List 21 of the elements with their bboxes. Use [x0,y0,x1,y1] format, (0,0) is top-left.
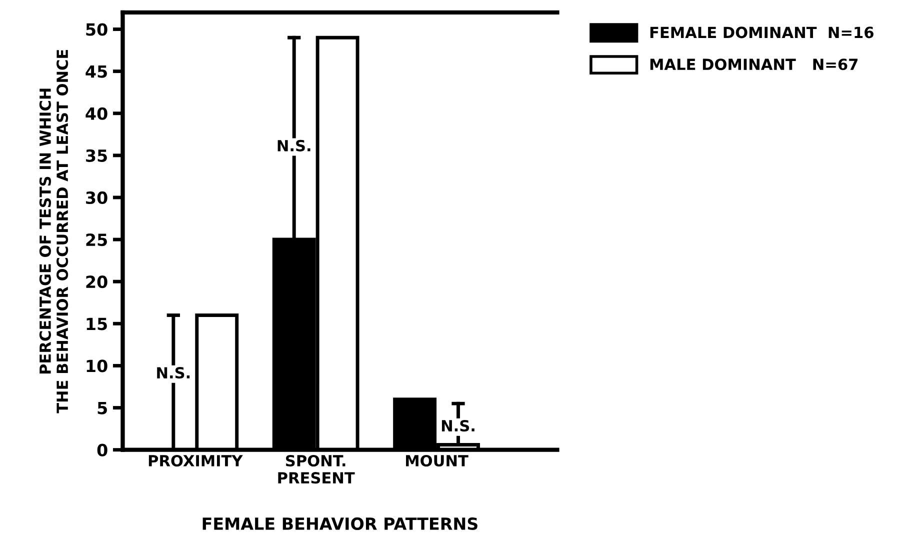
y-tick-label: 15 [86,318,107,330]
y-tick-label: 20 [86,276,108,288]
y-tick-label: 5 [98,402,107,414]
y-tick-label: 45 [86,65,107,78]
x-tick-label: MOUNT [406,454,468,467]
y-tick-label: 40 [86,107,108,120]
y-tick-label: 25 [86,233,107,246]
x-tick-label: SPONT. PRESENT [278,454,355,484]
y-tick-label: 0 [97,444,108,456]
annotation: N.S. [442,420,474,432]
x-tick-label: PROXIMITY [148,454,243,467]
y-tick-label: 50 [86,23,108,36]
x-axis-title: FEMALE BEHAVIOR PATTERNS [202,517,478,530]
y-tick-label: 35 [86,149,107,162]
annotation: N.S. [157,366,190,379]
annotation: N.S. [278,140,310,152]
y-tick-label: 10 [86,360,108,372]
legend-label: FEMALE DOMINANT N=16 [650,26,874,38]
y-tick-label: 30 [86,191,108,204]
y-axis-title: PERCENTAGE OF TESTS IN WHICH THE BEHAVIOR OCCURRED AT LEAST ONCE [39,50,68,414]
legend-label: MALE DOMINANT N=67 [650,58,858,70]
